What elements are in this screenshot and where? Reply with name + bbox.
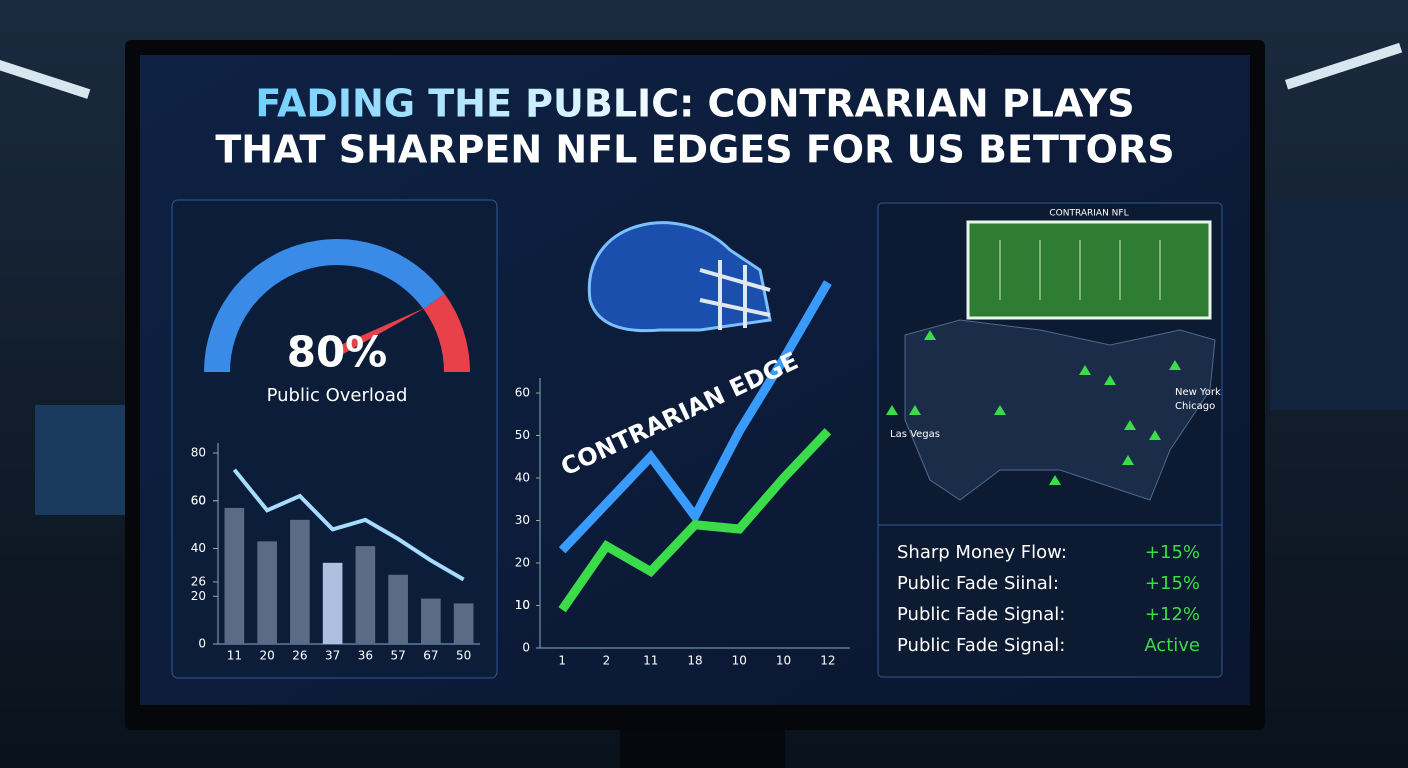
y-tick-label: 26 bbox=[191, 574, 206, 588]
bar bbox=[388, 574, 408, 644]
title-line: FADING THE PUBLIC: CONTRARIAN PLAYS bbox=[255, 82, 1134, 126]
gauge-value: 80% bbox=[287, 328, 388, 377]
gauge-arc bbox=[204, 239, 445, 373]
city-label: New York bbox=[1175, 387, 1221, 398]
stat-label: Public Fade Siinal: bbox=[897, 573, 1059, 594]
y-tick-label: 0 bbox=[198, 637, 206, 651]
x-tick-label: 57 bbox=[390, 649, 405, 663]
title-line: THAT SHARPEN NFL EDGES FOR US BETTORS bbox=[215, 128, 1174, 172]
y-tick-label: 30 bbox=[515, 513, 530, 527]
x-tick-label: 10 bbox=[776, 654, 791, 668]
stat-value: +15% bbox=[1145, 542, 1200, 563]
facemask bbox=[699, 260, 771, 330]
x-tick-label: 26 bbox=[292, 649, 307, 663]
field-title: CONTRARIAN NFL bbox=[1049, 209, 1128, 219]
bar bbox=[355, 546, 376, 644]
helmet bbox=[587, 221, 772, 333]
y-tick-label: 40 bbox=[515, 471, 530, 485]
gauge-needle bbox=[334, 307, 426, 356]
yard-lines bbox=[999, 240, 1161, 300]
x-tick-label: 50 bbox=[456, 649, 471, 663]
bar bbox=[224, 507, 245, 644]
x-tick-label: 37 bbox=[325, 649, 340, 663]
gauge-arc bbox=[423, 293, 470, 373]
side-screen bbox=[1270, 200, 1408, 410]
stat-label: Public Fade Signal: bbox=[897, 604, 1065, 625]
x-tick-label: 36 bbox=[358, 649, 373, 663]
stat-label: Sharp Money Flow: bbox=[897, 542, 1067, 563]
y-tick-label: 50 bbox=[515, 428, 530, 442]
side-monitor bbox=[35, 405, 127, 515]
y-tick-label: 60 bbox=[515, 386, 530, 400]
y-tick-label: 60 bbox=[191, 493, 206, 507]
trend-line bbox=[232, 468, 465, 582]
x-tick-label: 11 bbox=[643, 654, 658, 668]
stat-label: Public Fade Signal: bbox=[897, 635, 1065, 656]
x-tick-label: 20 bbox=[259, 649, 274, 663]
football-field bbox=[966, 220, 1212, 320]
monitor-stand bbox=[620, 725, 785, 768]
x-tick-label: 18 bbox=[687, 654, 702, 668]
us-map bbox=[904, 319, 1216, 501]
series-line bbox=[558, 428, 832, 613]
bar bbox=[421, 598, 441, 644]
y-tick-label: 10 bbox=[515, 598, 530, 612]
bar bbox=[290, 519, 310, 644]
bar bbox=[257, 541, 277, 644]
left-panel bbox=[171, 199, 498, 679]
y-tick-label: 20 bbox=[191, 589, 206, 603]
x-tick-label: 2 bbox=[603, 654, 611, 668]
bar bbox=[322, 562, 343, 644]
x-tick-label: 67 bbox=[423, 649, 438, 663]
y-tick-label: 60 bbox=[191, 493, 206, 507]
x-tick-label: 1 bbox=[558, 654, 566, 668]
y-tick-label: 20 bbox=[515, 556, 530, 570]
y-tick-label: 80 bbox=[191, 446, 206, 460]
y-tick-label: 40 bbox=[191, 541, 206, 555]
x-tick-label: 10 bbox=[732, 654, 747, 668]
x-tick-label: 12 bbox=[820, 654, 835, 668]
city-label: Las Vegas bbox=[890, 429, 940, 440]
y-tick-label: 0 bbox=[522, 641, 530, 655]
bar bbox=[453, 603, 474, 644]
ceiling-light bbox=[0, 60, 91, 99]
stat-value: Active bbox=[1144, 635, 1200, 656]
series-line bbox=[558, 280, 832, 554]
ceiling-light bbox=[1285, 42, 1403, 90]
y-tick-label: 10 bbox=[515, 598, 530, 612]
stat-value: +12% bbox=[1145, 604, 1200, 625]
gauge-caption: Public Overload bbox=[267, 385, 408, 406]
city-label: Chicago bbox=[1175, 401, 1215, 412]
stat-value: +15% bbox=[1145, 573, 1200, 594]
x-tick-label: 11 bbox=[227, 649, 242, 663]
